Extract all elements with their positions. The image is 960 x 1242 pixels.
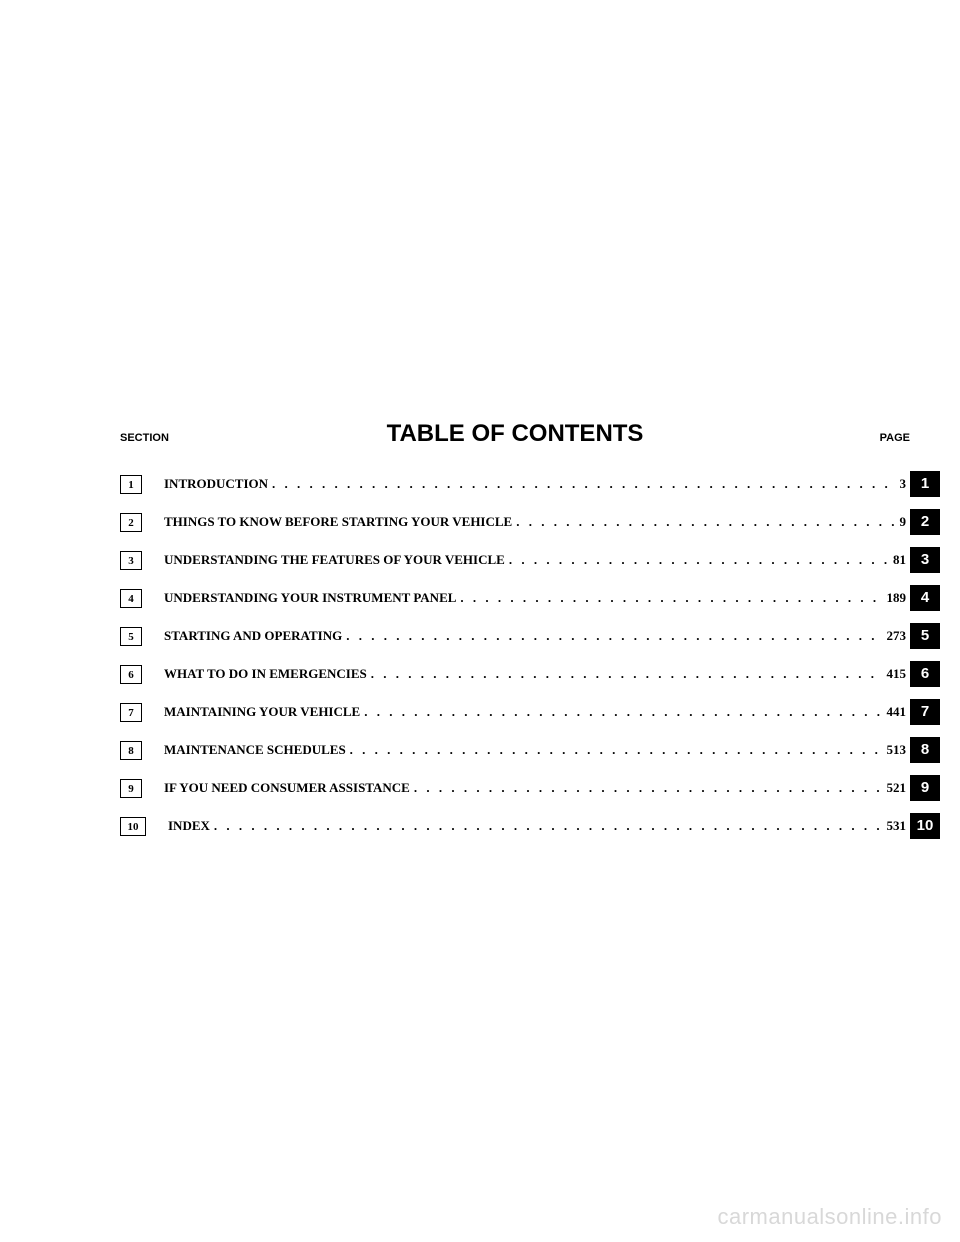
- section-label: SECTION: [120, 432, 180, 444]
- toc-title: MAINTENANCE SCHEDULES: [164, 742, 346, 758]
- leader-dots: . . . . . . . . . . . . . . . . . . . . …: [214, 818, 883, 834]
- toc-row: 2 THINGS TO KNOW BEFORE STARTING YOUR VEH…: [120, 508, 940, 536]
- section-tab: 3: [910, 547, 940, 573]
- toc-page-number: 441: [887, 704, 907, 720]
- leader-dots: . . . . . . . . . . . . . . . . . . . . …: [516, 514, 895, 530]
- toc-page-number: 513: [887, 742, 907, 758]
- section-number-box: 3: [120, 551, 142, 570]
- toc-entry: UNDERSTANDING THE FEATURES OF YOUR VEHIC…: [164, 552, 906, 568]
- leader-dots: . . . . . . . . . . . . . . . . . . . . …: [509, 552, 889, 568]
- leader-dots: . . . . . . . . . . . . . . . . . . . . …: [350, 742, 883, 758]
- page-title: TABLE OF CONTENTS: [240, 420, 790, 448]
- toc-row: 4UNDERSTANDING YOUR INSTRUMENT PANEL . .…: [120, 584, 940, 612]
- section-tab: 7: [910, 699, 940, 725]
- toc-title: STARTING AND OPERATING: [164, 628, 342, 644]
- toc-entry: MAINTAINING YOUR VEHICLE . . . . . . . .…: [164, 704, 906, 720]
- toc-page-number: 9: [900, 514, 907, 530]
- page-label: PAGE: [850, 432, 910, 444]
- leader-dots: . . . . . . . . . . . . . . . . . . . . …: [272, 476, 895, 492]
- section-number-box: 1: [120, 475, 142, 494]
- toc-title: IF YOU NEED CONSUMER ASSISTANCE: [164, 780, 410, 796]
- toc-list: 1INTRODUCTION . . . . . . . . . . . . . …: [120, 470, 940, 840]
- section-number-box: 6: [120, 665, 142, 684]
- toc-row: 5STARTING AND OPERATING . . . . . . . . …: [120, 622, 940, 650]
- section-tab: 1: [910, 471, 940, 497]
- toc-row: 8MAINTENANCE SCHEDULES . . . . . . . . .…: [120, 736, 940, 764]
- section-tab: 2: [910, 509, 940, 535]
- leader-dots: . . . . . . . . . . . . . . . . . . . . …: [371, 666, 883, 682]
- toc-title: WHAT TO DO IN EMERGENCIES: [164, 666, 367, 682]
- toc-title: THINGS TO KNOW BEFORE STARTING YOUR VEHI…: [164, 514, 512, 530]
- toc-entry: INTRODUCTION . . . . . . . . . . . . . .…: [164, 476, 906, 492]
- toc-title: INTRODUCTION: [164, 476, 268, 492]
- toc-entry: STARTING AND OPERATING . . . . . . . . .…: [164, 628, 906, 644]
- toc-row: 7MAINTAINING YOUR VEHICLE . . . . . . . …: [120, 698, 940, 726]
- section-number-box: 8: [120, 741, 142, 760]
- toc-entry: IF YOU NEED CONSUMER ASSISTANCE . . . . …: [164, 780, 906, 796]
- section-tab: 4: [910, 585, 940, 611]
- toc-page-number: 415: [887, 666, 907, 682]
- section-tab: 8: [910, 737, 940, 763]
- toc-page-number: 273: [887, 628, 907, 644]
- toc-title: INDEX: [168, 818, 210, 834]
- toc-page-number: 81: [893, 552, 906, 568]
- toc-entry: WHAT TO DO IN EMERGENCIES . . . . . . . …: [164, 666, 906, 682]
- toc-header: SECTION TABLE OF CONTENTS PAGE: [120, 420, 940, 448]
- leader-dots: . . . . . . . . . . . . . . . . . . . . …: [414, 780, 883, 796]
- section-number-box: 9: [120, 779, 142, 798]
- watermark-text: carmanualsonline.info: [717, 1204, 942, 1230]
- toc-page-number: 531: [887, 818, 907, 834]
- section-number-box: 2: [120, 513, 142, 532]
- toc-page-number: 189: [887, 590, 907, 606]
- toc-page-number: 521: [887, 780, 907, 796]
- toc-row: 9IF YOU NEED CONSUMER ASSISTANCE . . . .…: [120, 774, 940, 802]
- leader-dots: . . . . . . . . . . . . . . . . . . . . …: [364, 704, 882, 720]
- section-number-box: 10: [120, 817, 146, 836]
- toc-entry: INDEX . . . . . . . . . . . . . . . . . …: [168, 818, 906, 834]
- section-tab: 10: [910, 813, 940, 839]
- toc-entry: THINGS TO KNOW BEFORE STARTING YOUR VEHI…: [164, 514, 906, 530]
- toc-container: SECTION TABLE OF CONTENTS PAGE 1INTRODUC…: [120, 420, 940, 850]
- toc-title: UNDERSTANDING YOUR INSTRUMENT PANEL: [164, 590, 456, 606]
- section-tab: 6: [910, 661, 940, 687]
- section-number-box: 7: [120, 703, 142, 722]
- leader-dots: . . . . . . . . . . . . . . . . . . . . …: [460, 590, 882, 606]
- toc-entry: MAINTENANCE SCHEDULES . . . . . . . . . …: [164, 742, 906, 758]
- toc-entry: UNDERSTANDING YOUR INSTRUMENT PANEL . . …: [164, 590, 906, 606]
- toc-row: 3 UNDERSTANDING THE FEATURES OF YOUR VEHI…: [120, 546, 940, 574]
- leader-dots: . . . . . . . . . . . . . . . . . . . . …: [346, 628, 882, 644]
- section-number-box: 5: [120, 627, 142, 646]
- toc-title: UNDERSTANDING THE FEATURES OF YOUR VEHIC…: [164, 552, 505, 568]
- section-tab: 9: [910, 775, 940, 801]
- toc-row: 6WHAT TO DO IN EMERGENCIES . . . . . . .…: [120, 660, 940, 688]
- toc-row: 1INTRODUCTION . . . . . . . . . . . . . …: [120, 470, 940, 498]
- toc-title: MAINTAINING YOUR VEHICLE: [164, 704, 360, 720]
- toc-row: 10INDEX . . . . . . . . . . . . . . . . …: [120, 812, 940, 840]
- toc-page-number: 3: [900, 476, 907, 492]
- section-number-box: 4: [120, 589, 142, 608]
- section-tab: 5: [910, 623, 940, 649]
